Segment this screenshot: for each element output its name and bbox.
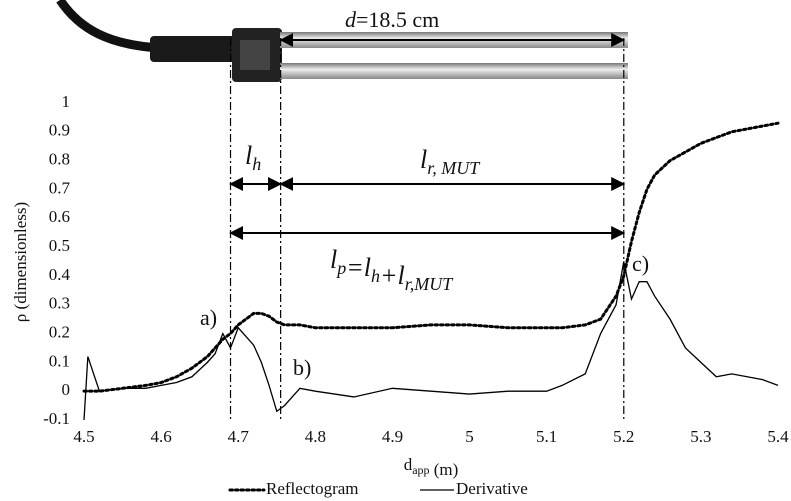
y-tick-label: 0.2 [49,322,70,341]
annotation-part: l [245,141,252,170]
x-tick-label: 5.2 [613,427,634,446]
x-axis-label-sub: app [412,463,429,477]
x-tick-label: 4.6 [150,427,171,446]
annotation-sub: r, MUT [427,158,481,178]
annotation: d=18.5 cm [345,7,439,32]
x-tick-label: 4.9 [382,427,403,446]
x-tick-label: 4.7 [228,427,250,446]
x-axis-label-part: (m) [430,460,459,479]
y-tick-label: -0.1 [43,409,70,428]
x-tick-label: 4.5 [73,427,94,446]
y-tick-label: 0.8 [49,150,70,169]
annotation-sub: p [335,258,346,278]
annotation-part: =18.5 cm [356,7,439,32]
y-tick-label: 0 [62,380,71,399]
x-axis-label-part: d [404,455,413,474]
x-axis-label: dapp (m) [404,455,459,479]
annotation-part: +l [380,261,405,290]
y-axis-label: ρ (dimensionless) [11,202,30,322]
annotation: lr, MUT [420,145,481,178]
y-tick-label: 0.5 [49,236,70,255]
legend-label: Reflectogram [266,479,359,498]
annotation: c) [632,251,649,276]
y-tick-label: 1 [62,92,71,111]
y-tick-label: 0.9 [49,121,70,140]
annotation-sub: h [252,154,261,174]
annotation-part: l [330,245,337,274]
y-tick-label: 0.7 [49,178,71,197]
annotation-sub: h [371,266,380,286]
y-tick-label: 0.6 [49,207,70,226]
series-line [82,121,780,393]
y-tick-label: 0.1 [49,351,70,370]
y-tick-label: 0.3 [49,294,70,313]
x-tick-label: 5.3 [690,427,711,446]
series-line [83,261,779,421]
annotation: lh [245,141,261,174]
x-tick-label: 5.4 [767,427,789,446]
x-tick-label: 5 [465,427,474,446]
annotation-part: l [420,145,427,174]
annotation-sub: r,MUT [405,274,455,294]
annotation: lp=lh+lr,MUT [330,245,454,294]
annotation: b) [293,355,311,380]
legend-label: Derivative [456,479,528,498]
x-tick-label: 5.1 [536,427,557,446]
x-tick-label: 4.8 [305,427,326,446]
annotation: a) [200,305,217,330]
annotation-part: =l [346,253,371,282]
y-tick-label: 0.4 [49,265,71,284]
annotation-part: d [345,7,357,32]
